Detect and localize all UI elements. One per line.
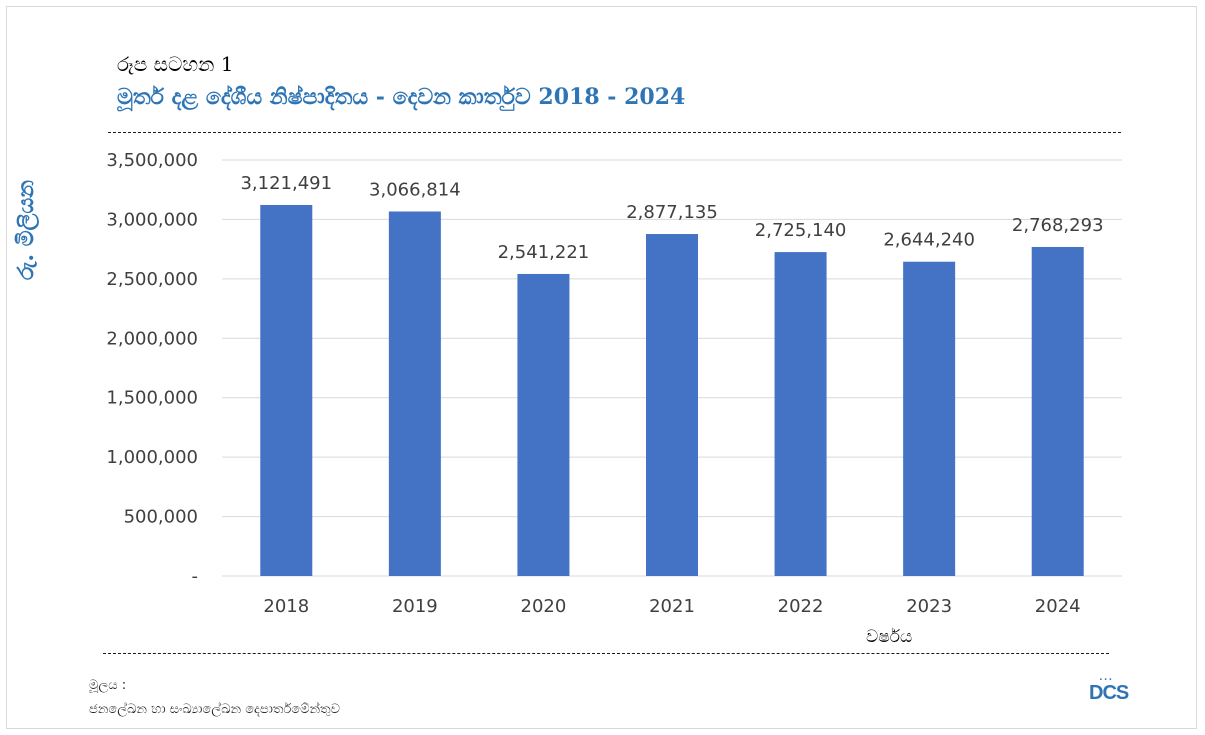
y-tick-label: 2,500,000 [106,269,198,290]
data-label: 2,725,140 [755,220,847,241]
data-label: 2,877,135 [626,202,718,223]
y-tick-label: 2,000,000 [106,328,198,349]
x-tick-label: 2018 [263,596,309,617]
logo-text: DCS [1089,682,1129,704]
chart-frame [6,6,1197,729]
top-divider [108,132,1121,133]
source-text: ජනලේඛන හා සංඛ්‍යාලේඛන දෙපාර්තමේන්තුව [89,702,340,717]
data-label: 3,066,814 [369,179,461,200]
y-tick-label: 3,500,000 [106,150,198,171]
dcs-logo: ∙∙∙ DCS [1089,676,1131,704]
bar [260,204,313,576]
source-label: මූලය : [89,678,127,693]
bottom-divider [103,653,1109,654]
x-tick-label: 2021 [649,596,695,617]
x-axis-title: වර්ෂය [866,627,913,647]
x-tick-label: 2019 [392,596,438,617]
logo-dots: ∙∙∙ [1099,676,1114,683]
bar [517,273,570,576]
data-label: 3,121,491 [240,173,332,194]
bar [903,261,956,576]
y-tick-label: 1,500,000 [106,388,198,409]
x-tick-label: 2020 [521,596,567,617]
bar [388,211,441,576]
data-label: 2,644,240 [883,230,975,251]
bar [1031,246,1084,576]
y-tick-label: 1,000,000 [106,447,198,468]
data-label: 2,768,293 [1012,215,1104,236]
chart-title: මූර්ත දළ දේශීය නිෂ්පාදිතය - දෙවන කාර්තුව… [117,84,686,110]
x-tick-label: 2023 [906,596,952,617]
y-tick-label: 3,000,000 [106,209,198,230]
figure-label: රූප සටහන 1 [117,52,234,76]
x-tick-label: 2024 [1035,596,1081,617]
x-tick-label: 2022 [778,596,824,617]
y-tick-label: 500,000 [124,507,198,528]
bar [774,252,827,576]
data-label: 2,541,221 [498,242,590,263]
y-tick-label: - [192,566,199,587]
bar [646,234,698,576]
